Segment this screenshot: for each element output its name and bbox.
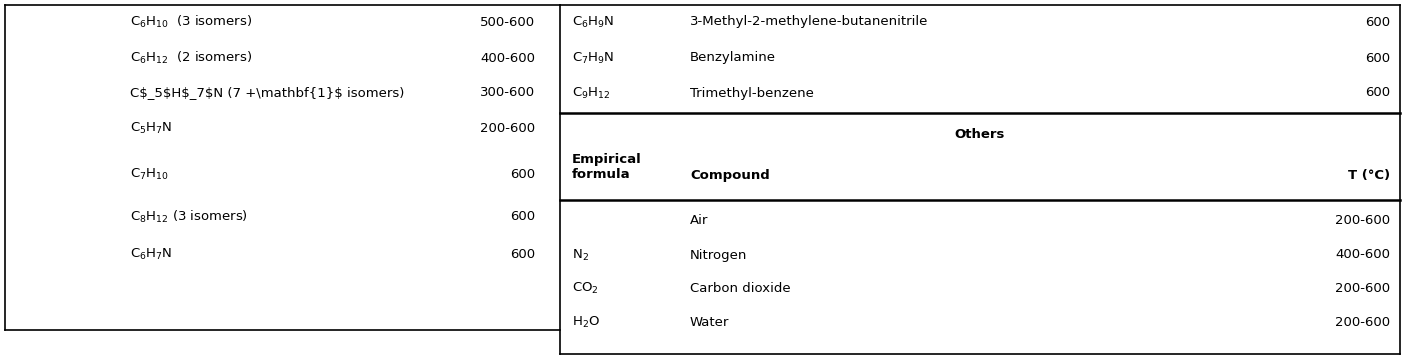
Text: 600: 600 [1365, 86, 1391, 99]
Text: Nitrogen: Nitrogen [690, 248, 748, 261]
Text: 600: 600 [510, 248, 536, 261]
Text: 200-600: 200-600 [1334, 282, 1391, 294]
Text: Water: Water [690, 315, 730, 328]
Text: 600: 600 [1365, 51, 1391, 64]
Text: 200-600: 200-600 [479, 122, 536, 135]
Text: C$_6$H$_7$N: C$_6$H$_7$N [129, 247, 173, 262]
Text: C$_5$H$_7$N: C$_5$H$_7$N [129, 121, 173, 136]
Text: C$_5$H$_7$N (7 +\mathbf{1}$ isomers): C$_5$H$_7$N (7 +\mathbf{1}$ isomers) [129, 86, 405, 99]
Text: 200-600: 200-600 [1334, 315, 1391, 328]
Text: C$_6$H$_{10}$  (3 isomers): C$_6$H$_{10}$ (3 isomers) [129, 14, 252, 30]
Text: C$_9$H$_{12}$: C$_9$H$_{12}$ [572, 85, 610, 100]
Text: C$_8$H$_{12}$ (3 isomers): C$_8$H$_{12}$ (3 isomers) [129, 209, 247, 225]
Text: H$_2$O: H$_2$O [572, 314, 600, 329]
Text: 600: 600 [510, 211, 536, 224]
Text: 200-600: 200-600 [1334, 213, 1391, 226]
Text: Trimethyl-benzene: Trimethyl-benzene [690, 86, 814, 99]
Text: 500-600: 500-600 [479, 15, 536, 28]
Text: 3-Methyl-2-methylene-butanenitrile: 3-Methyl-2-methylene-butanenitrile [690, 15, 928, 28]
Text: T (°C): T (°C) [1348, 168, 1391, 181]
Text: Empirical
formula: Empirical formula [572, 153, 641, 181]
Text: N$_2$: N$_2$ [572, 247, 589, 262]
Text: 400-600: 400-600 [479, 51, 536, 64]
Text: CO$_2$: CO$_2$ [572, 280, 599, 296]
Text: 600: 600 [1365, 15, 1391, 28]
Text: 400-600: 400-600 [1336, 248, 1391, 261]
Text: Compound: Compound [690, 168, 769, 181]
Text: Benzylamine: Benzylamine [690, 51, 776, 64]
Text: Others: Others [955, 129, 1005, 141]
Text: C$_6$H$_{12}$  (2 isomers): C$_6$H$_{12}$ (2 isomers) [129, 50, 252, 66]
Text: C$_7$H$_{10}$: C$_7$H$_{10}$ [129, 166, 169, 181]
Text: Air: Air [690, 213, 709, 226]
Text: 300-600: 300-600 [479, 86, 536, 99]
Text: C$_6$H$_9$N: C$_6$H$_9$N [572, 14, 614, 30]
Text: 600: 600 [510, 167, 536, 180]
Text: Carbon dioxide: Carbon dioxide [690, 282, 790, 294]
Text: C$_7$H$_9$N: C$_7$H$_9$N [572, 50, 614, 66]
